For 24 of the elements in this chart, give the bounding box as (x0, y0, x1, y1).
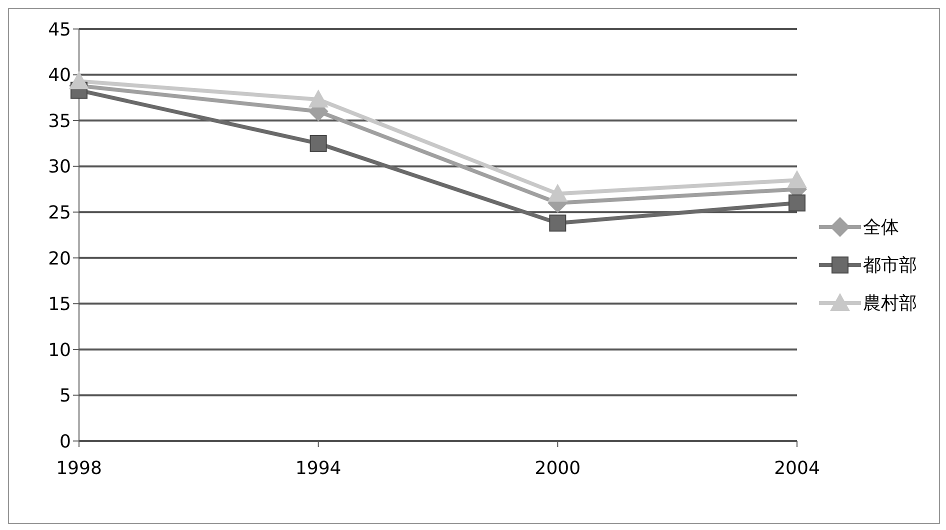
x-tick-label: 2000 (534, 458, 581, 479)
point (788, 194, 806, 212)
y-tick-label: 25 (48, 202, 71, 224)
y-tick-label: 20 (48, 248, 71, 270)
point (787, 170, 807, 188)
point (69, 71, 89, 90)
y-tick-label: 15 (48, 294, 71, 316)
point (308, 90, 328, 108)
point (549, 214, 566, 232)
y-tick-label: 45 (48, 19, 71, 40)
y-tick-label: 5 (60, 386, 71, 407)
y-tick-label: 30 (48, 156, 71, 178)
point (310, 134, 327, 152)
x-tick-label: 2004 (774, 458, 820, 479)
legend-label: 農村部 (863, 292, 917, 315)
y-tick-label: 40 (48, 65, 71, 86)
y-tick-label: 35 (48, 110, 71, 132)
legend-label: 都市部 (863, 254, 917, 277)
y-tick-label: 10 (48, 340, 71, 361)
y-tick-label: 0 (60, 431, 71, 452)
x-tick-label: 1998 (56, 458, 102, 479)
x-tick-label: 1994 (295, 458, 342, 479)
legend-label: 全体 (863, 216, 899, 239)
point (548, 184, 568, 202)
